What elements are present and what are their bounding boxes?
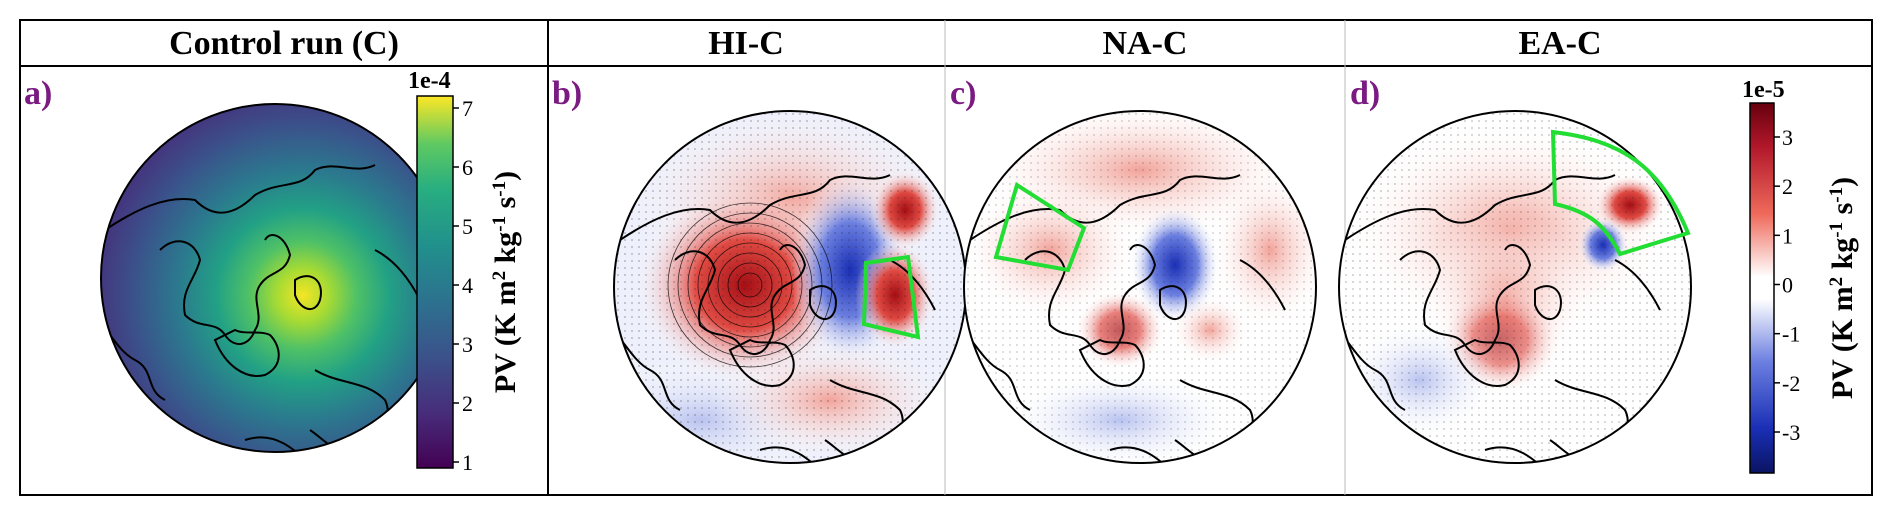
highlight-region-ea	[1550, 129, 1691, 257]
highlight-region-hi	[861, 254, 921, 340]
colorbar-tick-label: 7	[462, 96, 473, 121]
map-panel-b	[613, 110, 967, 464]
colorbar-right-ticks: 3 2 1 0 -1 -2 -3	[1774, 125, 1800, 445]
colorbar-right-label: PV (K m2 kg-1 s-1)	[1826, 177, 1859, 399]
colorbar-tick-label: 1	[1782, 223, 1793, 248]
colorbar-right-exponent: 1e-5	[1742, 77, 1785, 103]
colorbar-tick-label: 6	[462, 155, 473, 180]
colorbar-left-exponent: 1e-4	[408, 68, 451, 94]
colorbar-tick-label: 3	[1782, 125, 1793, 150]
map-panel-a	[100, 103, 450, 453]
colorbar-tick-label: 4	[462, 273, 473, 298]
colorbar-tick-label: 2	[462, 391, 473, 416]
header-na-c: NA-C	[1103, 25, 1188, 62]
colorbar-tick-label: 1	[462, 450, 473, 475]
panel-label-b: b)	[552, 75, 582, 112]
highlight-region-na	[993, 181, 1087, 273]
colorbar-left: 1e-4 7 6 5 4 3 2 1 PV (K m2 kg-1 s-1)	[408, 68, 522, 475]
colorbar-right: 1e-5 3 2 1 0 -1 -2 -3 PV (K m2 kg-1 s-1)	[1742, 77, 1859, 474]
header-hi-c: HI-C	[708, 25, 784, 62]
panel-label-a: a)	[24, 75, 52, 112]
colorbar-tick-label: 0	[1782, 273, 1793, 298]
colorbar-tick-label: -2	[1782, 371, 1800, 396]
map-panel-d	[1338, 110, 1692, 464]
header-control-run: Control run (C)	[169, 25, 399, 62]
colorbar-left-ticks: 7 6 5 4 3 2 1	[453, 96, 473, 475]
colorbar-tick-label: -1	[1782, 322, 1800, 347]
panel-label-c: c)	[950, 75, 976, 112]
colorbar-left-label: PV (K m2 kg-1 s-1)	[489, 171, 522, 393]
colorbar-tick-label: -3	[1782, 420, 1800, 445]
header-ea-c: EA-C	[1518, 25, 1601, 62]
colorbar-tick-label: 3	[462, 332, 473, 357]
polar-map-control	[101, 104, 449, 452]
map-panel-c	[963, 110, 1317, 464]
figure-frame	[19, 19, 1873, 496]
panel-label-d: d)	[1350, 75, 1380, 112]
colorbar-tick-label: 5	[462, 214, 473, 239]
colorbar-tick-label: 2	[1782, 174, 1793, 199]
